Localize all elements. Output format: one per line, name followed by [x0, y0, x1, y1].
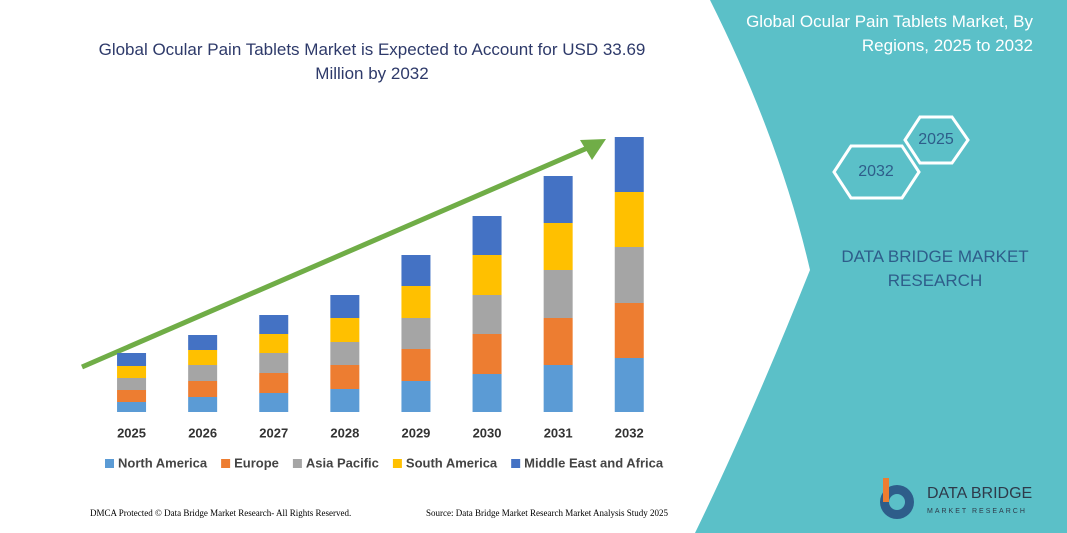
- bar-segment: [330, 295, 360, 318]
- bar-segment: [330, 365, 360, 389]
- footer-right: Source: Data Bridge Market Research Mark…: [426, 508, 668, 518]
- legend-swatch: [221, 459, 231, 468]
- bar-segment: [330, 389, 360, 412]
- side-panel: [695, 0, 1067, 533]
- hex-label: 2025: [918, 131, 954, 148]
- logo-icon: [889, 494, 905, 510]
- x-tick-label: 2028: [330, 425, 359, 440]
- chart-title: Global Ocular Pain Tablets Market is Exp…: [98, 40, 646, 83]
- bar-segment: [401, 349, 431, 381]
- bar-segment: [614, 192, 644, 247]
- bar-segment: [330, 318, 360, 342]
- bar-segment: [543, 223, 573, 270]
- bar-segment: [614, 358, 644, 412]
- bar-segment: [330, 342, 360, 365]
- legend-label: South America: [406, 455, 498, 470]
- logo-icon: [883, 478, 889, 502]
- bar-segment: [188, 397, 218, 412]
- x-tick-label: 2025: [117, 425, 146, 440]
- hexagon: [903, 115, 970, 165]
- x-tick-label: 2031: [544, 425, 573, 440]
- legend-swatch: [511, 459, 521, 468]
- panel-title: Global Ocular Pain Tablets Market, By Re…: [746, 12, 1033, 55]
- legend-swatch: [105, 459, 114, 468]
- bar-segment: [259, 393, 289, 412]
- bar-segment: [259, 315, 289, 334]
- hex-label: 2032: [858, 163, 894, 180]
- brand: DATA BRIDGE MARKET RESEARCH: [841, 247, 1029, 290]
- bar-segment: [472, 334, 502, 374]
- legend-swatch: [392, 459, 402, 468]
- bar-segment: [401, 318, 431, 349]
- bar-segment: [117, 402, 147, 412]
- bar-segment: [614, 137, 644, 192]
- x-tick-label: 2027: [259, 425, 288, 440]
- bar-segment: [188, 381, 218, 397]
- bar-segment: [401, 255, 431, 286]
- bar-segment: [259, 334, 289, 353]
- bar-segment: [614, 303, 644, 358]
- arrow-head: [580, 139, 606, 160]
- x-tick-label: 2026: [188, 425, 217, 440]
- x-tick-label: 2030: [473, 425, 502, 440]
- bar-segment: [117, 378, 147, 390]
- bar-segment: [543, 270, 573, 318]
- bar-segment: [188, 350, 218, 365]
- bar-segment: [472, 255, 502, 295]
- logo-name: DATA BRIDGE: [927, 485, 1032, 502]
- logo-sub: MARKET RESEARCH: [927, 508, 1027, 515]
- trend-arrow: [81, 143, 593, 370]
- bar-segment: [259, 373, 289, 393]
- x-tick-label: 2029: [401, 425, 430, 440]
- legend-label: Asia Pacific: [306, 455, 379, 470]
- legend-label: Europe: [234, 455, 279, 470]
- bar-segment: [472, 295, 502, 334]
- bar-segment: [117, 366, 147, 378]
- bar-segment: [188, 335, 218, 350]
- bar-segment: [472, 374, 502, 412]
- bar-segment: [188, 365, 218, 381]
- bar-segment: [543, 365, 573, 412]
- legend-label: North America: [118, 455, 208, 470]
- bar-segment: [117, 390, 147, 402]
- bar-segment: [472, 216, 502, 255]
- bar-segment: [543, 318, 573, 365]
- bar-segment: [401, 381, 431, 412]
- hexagon: [832, 144, 921, 200]
- bar-segment: [401, 286, 431, 318]
- bar-segment: [259, 353, 289, 373]
- footer-left: DMCA Protected © Data Bridge Market Rese…: [90, 508, 351, 518]
- legend-label: Middle East and Africa: [524, 455, 664, 470]
- bar-segment: [614, 247, 644, 303]
- bar-segment: [543, 176, 573, 223]
- bar-segment: [117, 353, 147, 366]
- x-tick-label: 2032: [615, 425, 644, 440]
- legend-swatch: [292, 459, 302, 468]
